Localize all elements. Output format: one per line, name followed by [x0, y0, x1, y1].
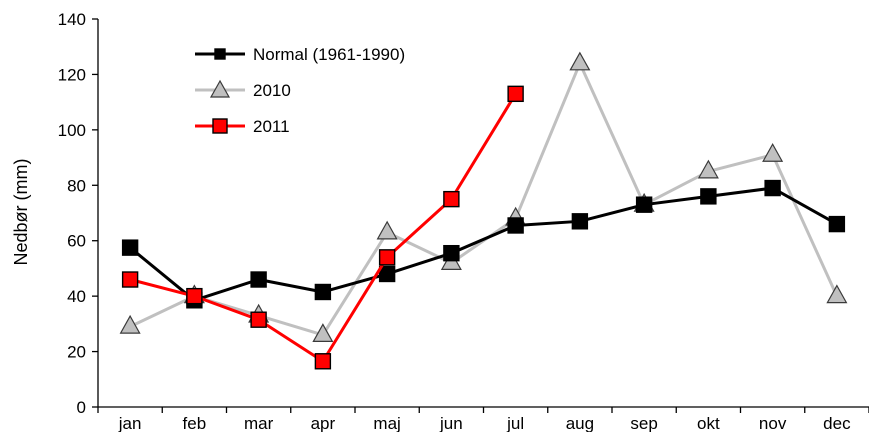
x-tick-label: jan [118, 414, 142, 432]
data-point-marker [507, 217, 524, 234]
data-point-marker [312, 323, 334, 343]
series-0 [121, 179, 846, 309]
data-point-marker [378, 249, 396, 266]
legend-item: Normal (1961-1990) [195, 45, 405, 64]
y-tick-label: 40 [67, 287, 86, 306]
series-2 [121, 85, 524, 370]
y-axis-title: Nedbør (mm) [11, 159, 31, 266]
x-tick-label: mar [244, 414, 274, 432]
data-point-marker [314, 353, 332, 370]
data-point-marker [186, 287, 203, 305]
data-point-marker [569, 51, 591, 71]
legend: Normal (1961-1990) 2010 2011 [195, 45, 405, 136]
data-point-marker [697, 159, 719, 179]
legend-label: 2011 [253, 117, 290, 136]
data-point-marker [443, 244, 460, 262]
x-tick-label: feb [183, 414, 207, 432]
data-point-marker [635, 196, 653, 213]
data-point-marker [826, 284, 848, 304]
data-point-marker [121, 271, 139, 288]
x-tick-label: jul [506, 414, 524, 432]
y-tick-label: 60 [67, 232, 86, 251]
legend-label: 2010 [253, 81, 291, 100]
y-tick-group: 0 20 40 60 80 100 120 140 [58, 10, 98, 417]
x-tick-label: apr [311, 414, 336, 432]
data-point-marker [700, 188, 717, 205]
data-point-marker [762, 143, 784, 162]
legend-label: Normal (1961-1990) [253, 45, 405, 64]
series-line [129, 186, 838, 302]
series-1 [119, 51, 848, 343]
x-tick-label: okt [697, 414, 720, 432]
x-tick-label: sep [630, 414, 657, 432]
y-tick-label: 20 [67, 343, 86, 362]
legend-item: 2010 [195, 79, 291, 100]
data-point-marker [121, 239, 139, 256]
axes [97, 19, 869, 408]
data-point-marker [507, 85, 524, 103]
series-line [129, 93, 517, 363]
x-tick-label: jun [439, 414, 463, 432]
data-point-marker [314, 283, 332, 301]
data-point-marker [571, 213, 589, 230]
data-point-marker [443, 190, 460, 208]
y-tick-label: 80 [67, 176, 86, 195]
data-point-marker [828, 215, 846, 233]
y-tick-label: 100 [58, 121, 86, 140]
x-tick-label: aug [566, 414, 594, 432]
x-tick-label: maj [373, 414, 400, 432]
data-point-marker [250, 271, 267, 288]
data-point-marker [764, 179, 781, 197]
series-line [129, 61, 839, 337]
y-tick-label: 140 [58, 10, 86, 29]
data-point-marker [119, 314, 141, 334]
y-tick-label: 0 [77, 398, 86, 417]
legend-marker [214, 48, 226, 60]
data-point-marker [376, 220, 398, 240]
x-tick-label: dec [823, 414, 851, 432]
x-tick-label: nov [759, 414, 787, 432]
legend-marker [212, 118, 228, 134]
y-tick-label: 120 [58, 65, 86, 84]
legend-item: 2011 [195, 117, 290, 136]
data-point-marker [250, 311, 267, 328]
x-tick-group: jan feb mar apr maj jun jul aug sep okt nov dec [97, 407, 869, 432]
series-layer [119, 51, 848, 370]
legend-marker [209, 79, 231, 98]
data-point-marker [378, 265, 396, 283]
